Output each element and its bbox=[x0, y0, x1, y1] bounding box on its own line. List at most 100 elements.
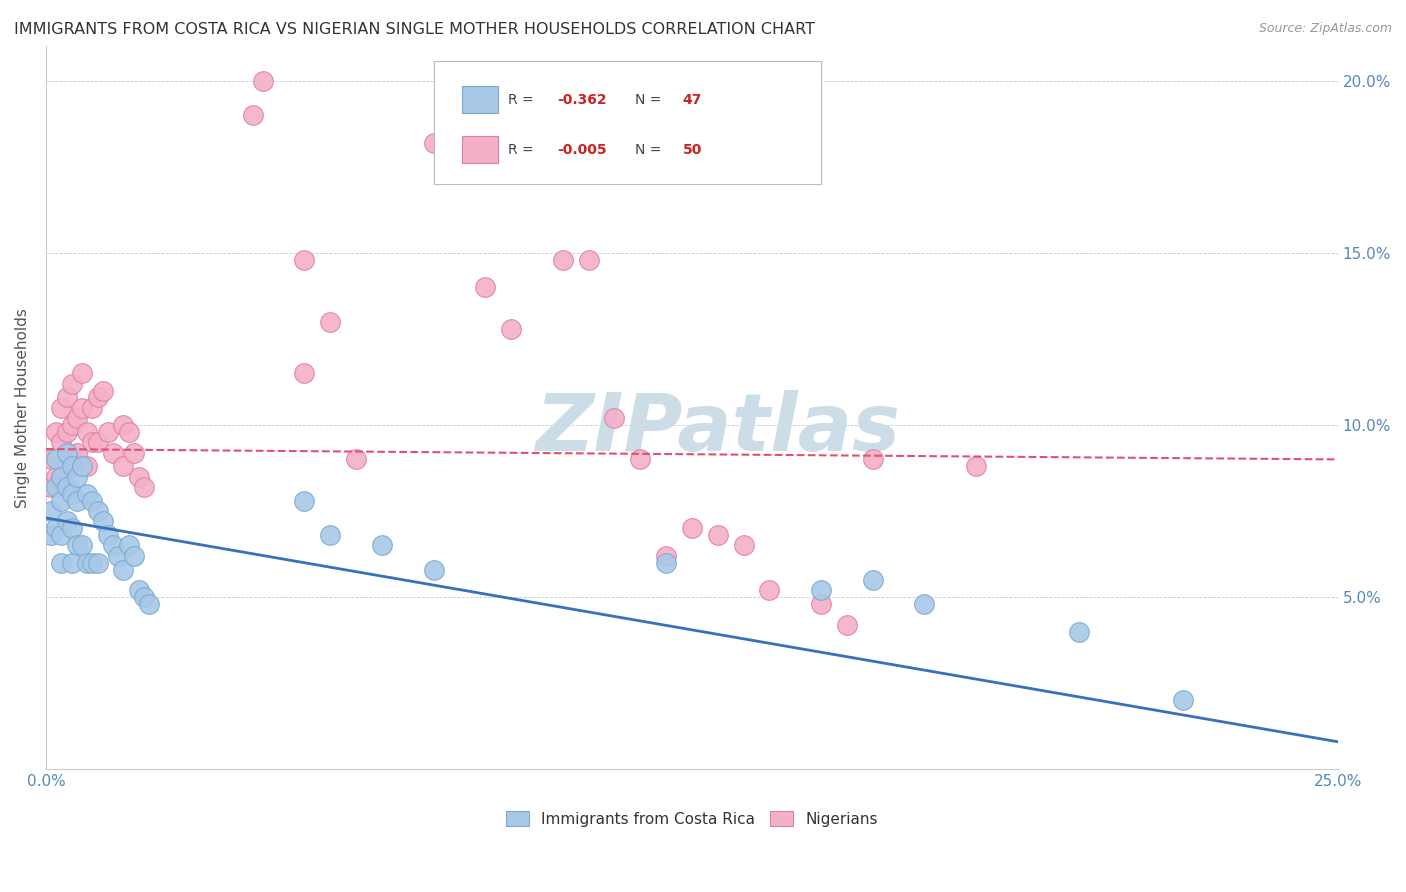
Point bbox=[86, 391, 108, 405]
Point bbox=[319, 315, 342, 329]
Point bbox=[66, 539, 89, 553]
Point bbox=[82, 401, 104, 415]
Point bbox=[551, 252, 574, 267]
Point bbox=[39, 480, 62, 494]
Point bbox=[82, 556, 104, 570]
Point bbox=[51, 401, 73, 415]
Point bbox=[39, 504, 62, 518]
Point bbox=[60, 376, 83, 391]
Point bbox=[422, 563, 444, 577]
Point bbox=[45, 521, 67, 535]
Text: N =: N = bbox=[636, 93, 666, 107]
Point bbox=[101, 539, 124, 553]
Point bbox=[603, 411, 626, 425]
Point bbox=[45, 469, 67, 483]
Point bbox=[344, 452, 367, 467]
Point bbox=[66, 411, 89, 425]
Point bbox=[499, 321, 522, 335]
FancyBboxPatch shape bbox=[463, 86, 498, 113]
Point bbox=[252, 73, 274, 87]
Point bbox=[91, 515, 114, 529]
Point bbox=[835, 617, 858, 632]
Point bbox=[76, 556, 98, 570]
Point bbox=[70, 401, 93, 415]
Point bbox=[292, 367, 315, 381]
Point bbox=[733, 539, 755, 553]
Point bbox=[122, 549, 145, 563]
Point bbox=[51, 435, 73, 450]
Text: ZIPatlas: ZIPatlas bbox=[536, 391, 900, 468]
Point bbox=[60, 556, 83, 570]
Point bbox=[655, 556, 678, 570]
Point bbox=[51, 469, 73, 483]
Point bbox=[51, 493, 73, 508]
Point bbox=[51, 469, 73, 483]
Text: N =: N = bbox=[636, 143, 666, 157]
Point bbox=[681, 521, 703, 535]
Point bbox=[45, 480, 67, 494]
Point bbox=[97, 528, 120, 542]
Point bbox=[862, 452, 884, 467]
Point bbox=[66, 493, 89, 508]
Point bbox=[242, 108, 264, 122]
Point bbox=[112, 563, 135, 577]
Point bbox=[70, 539, 93, 553]
Text: 47: 47 bbox=[683, 93, 702, 107]
Point bbox=[66, 469, 89, 483]
Point bbox=[810, 597, 832, 611]
Point bbox=[51, 528, 73, 542]
Point bbox=[122, 445, 145, 459]
Point bbox=[292, 252, 315, 267]
Legend: Immigrants from Costa Rica, Nigerians: Immigrants from Costa Rica, Nigerians bbox=[506, 811, 877, 827]
Point bbox=[86, 504, 108, 518]
Point bbox=[76, 459, 98, 474]
Point bbox=[706, 528, 728, 542]
Point bbox=[138, 597, 160, 611]
Point bbox=[60, 459, 83, 474]
Text: -0.362: -0.362 bbox=[558, 93, 607, 107]
Point bbox=[422, 136, 444, 150]
Point bbox=[55, 515, 77, 529]
Point bbox=[51, 556, 73, 570]
Point bbox=[862, 573, 884, 587]
Point bbox=[70, 367, 93, 381]
Point bbox=[82, 435, 104, 450]
Point bbox=[55, 425, 77, 439]
Point bbox=[39, 528, 62, 542]
Point bbox=[474, 280, 496, 294]
Point bbox=[55, 480, 77, 494]
Y-axis label: Single Mother Households: Single Mother Households bbox=[15, 308, 30, 508]
Point bbox=[97, 425, 120, 439]
Point bbox=[117, 539, 139, 553]
Point bbox=[101, 445, 124, 459]
Point bbox=[60, 487, 83, 501]
FancyBboxPatch shape bbox=[433, 61, 821, 184]
FancyBboxPatch shape bbox=[463, 136, 498, 163]
Point bbox=[1069, 624, 1091, 639]
Text: 50: 50 bbox=[683, 143, 702, 157]
Text: -0.005: -0.005 bbox=[558, 143, 607, 157]
Point bbox=[91, 384, 114, 398]
Point bbox=[810, 583, 832, 598]
Point bbox=[86, 435, 108, 450]
Point bbox=[112, 417, 135, 432]
Point bbox=[76, 487, 98, 501]
Point bbox=[45, 452, 67, 467]
Text: R =: R = bbox=[509, 143, 538, 157]
Point bbox=[107, 549, 129, 563]
Point bbox=[758, 583, 780, 598]
Point bbox=[628, 452, 651, 467]
Text: R =: R = bbox=[509, 93, 538, 107]
Point bbox=[292, 493, 315, 508]
Point bbox=[39, 452, 62, 467]
Point bbox=[578, 252, 600, 267]
Point bbox=[128, 469, 150, 483]
Point bbox=[128, 583, 150, 598]
Point bbox=[60, 417, 83, 432]
Point bbox=[60, 452, 83, 467]
Point bbox=[117, 425, 139, 439]
Point bbox=[82, 493, 104, 508]
Point bbox=[965, 459, 987, 474]
Point bbox=[86, 556, 108, 570]
Point bbox=[371, 539, 394, 553]
